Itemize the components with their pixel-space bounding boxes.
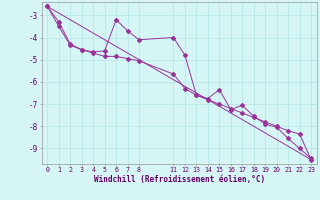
X-axis label: Windchill (Refroidissement éolien,°C): Windchill (Refroidissement éolien,°C) (94, 175, 265, 184)
